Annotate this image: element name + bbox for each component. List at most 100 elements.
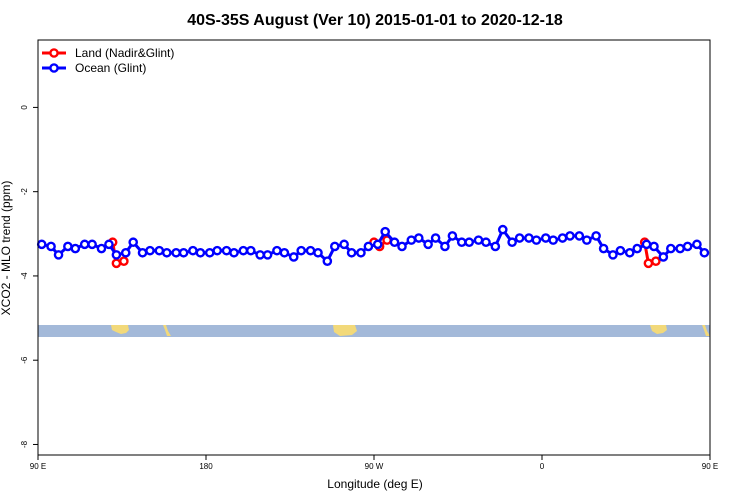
- data-point: [682, 241, 693, 252]
- x-tick-label: 90 W: [365, 462, 384, 471]
- x-tick-label: 90 E: [30, 462, 46, 471]
- data-point: [540, 233, 551, 243]
- data-point: [53, 250, 64, 260]
- data-point: [440, 241, 450, 252]
- landmass-australia: [111, 325, 129, 334]
- x-tick-label: 90 E: [702, 462, 718, 471]
- data-point: [204, 247, 215, 258]
- legend-marker: [49, 48, 59, 58]
- data-point: [624, 247, 635, 258]
- landmass-new-zealand: [163, 325, 171, 336]
- data-point: [195, 247, 206, 258]
- data-point: [46, 241, 56, 252]
- data-point: [238, 245, 249, 256]
- legend: Land (Nadir&Glint)Ocean (Glint): [42, 46, 174, 75]
- data-point: [154, 245, 165, 256]
- data-point: [329, 241, 340, 252]
- series-layer: [36, 224, 710, 269]
- data-point: [464, 237, 475, 248]
- data-point: [666, 243, 676, 254]
- data-point: [413, 233, 424, 243]
- data-point: [651, 256, 661, 266]
- landmass-new-zealand-repeat: [702, 325, 710, 336]
- data-point: [178, 247, 189, 258]
- data-point: [456, 237, 467, 248]
- data-point: [397, 241, 407, 252]
- data-point: [279, 247, 290, 258]
- data-point: [288, 252, 299, 262]
- legend-item: Ocean (Glint): [42, 61, 146, 75]
- data-point: [104, 239, 114, 250]
- data-point: [591, 231, 601, 241]
- data-point: [322, 256, 333, 266]
- data-point: [229, 247, 239, 258]
- data-point: [255, 250, 265, 260]
- x-axis: 90 E 180 90 W 0 90 E: [30, 455, 718, 471]
- series-ocean: [36, 224, 710, 266]
- data-point: [363, 241, 374, 252]
- data-point: [692, 239, 702, 250]
- x-tick-label: 180: [199, 462, 213, 471]
- data-point: [111, 258, 122, 269]
- data-point: [473, 235, 484, 245]
- data-point: [128, 237, 138, 248]
- y-tick-label: -4: [20, 272, 29, 280]
- legend-label: Ocean (Glint): [75, 61, 146, 75]
- data-point: [188, 245, 198, 256]
- data-point: [598, 243, 609, 254]
- data-point: [171, 247, 181, 258]
- landmass-south-america: [333, 325, 357, 336]
- map-band: [38, 325, 710, 337]
- data-point: [212, 245, 222, 256]
- data-point: [96, 243, 107, 254]
- data-point: [582, 235, 592, 245]
- data-point: [658, 252, 669, 262]
- data-point: [507, 237, 517, 248]
- data-point: [699, 247, 710, 258]
- data-point: [447, 231, 458, 241]
- data-point: [36, 239, 47, 250]
- y-tick-label: -6: [20, 356, 29, 364]
- legend-label: Land (Nadir&Glint): [75, 46, 174, 60]
- data-point: [490, 241, 501, 252]
- y-axis: 0 -2 -4 -6 -8: [20, 105, 38, 448]
- data-point: [481, 237, 491, 248]
- y-axis-label: XCO2 - MLO trend (ppm): [0, 181, 13, 316]
- data-point: [565, 231, 575, 241]
- data-point: [111, 250, 122, 260]
- data-point: [262, 250, 273, 260]
- x-axis-label: Longitude (deg E): [327, 477, 422, 491]
- ocean-band: [38, 325, 710, 337]
- legend-marker: [49, 63, 59, 73]
- data-point: [380, 226, 391, 237]
- data-point: [161, 247, 172, 258]
- data-point: [296, 245, 307, 256]
- data-point: [70, 243, 81, 254]
- data-point: [675, 243, 685, 254]
- data-point: [372, 239, 383, 250]
- data-point: [145, 245, 155, 256]
- y-tick-label: -2: [20, 188, 29, 196]
- y-tick-label: -8: [20, 440, 29, 448]
- plot-frame: [37, 39, 711, 456]
- data-point: [643, 258, 654, 269]
- data-point: [313, 247, 323, 258]
- data-point: [120, 247, 131, 258]
- data-point: [305, 245, 316, 256]
- data-point: [531, 235, 542, 245]
- data-point: [389, 237, 400, 248]
- data-point: [423, 239, 433, 250]
- chart-title: 40S-35S August (Ver 10) 2015-01-01 to 20…: [187, 12, 563, 29]
- data-point: [137, 247, 148, 258]
- data-point: [548, 235, 559, 245]
- data-point: [346, 247, 357, 258]
- data-point: [632, 243, 643, 254]
- data-point: [406, 235, 417, 245]
- data-point: [615, 245, 626, 256]
- data-point: [79, 239, 90, 250]
- data-point: [514, 233, 525, 243]
- data-point: [557, 233, 568, 243]
- data-point: [221, 245, 232, 256]
- data-point: [119, 256, 129, 266]
